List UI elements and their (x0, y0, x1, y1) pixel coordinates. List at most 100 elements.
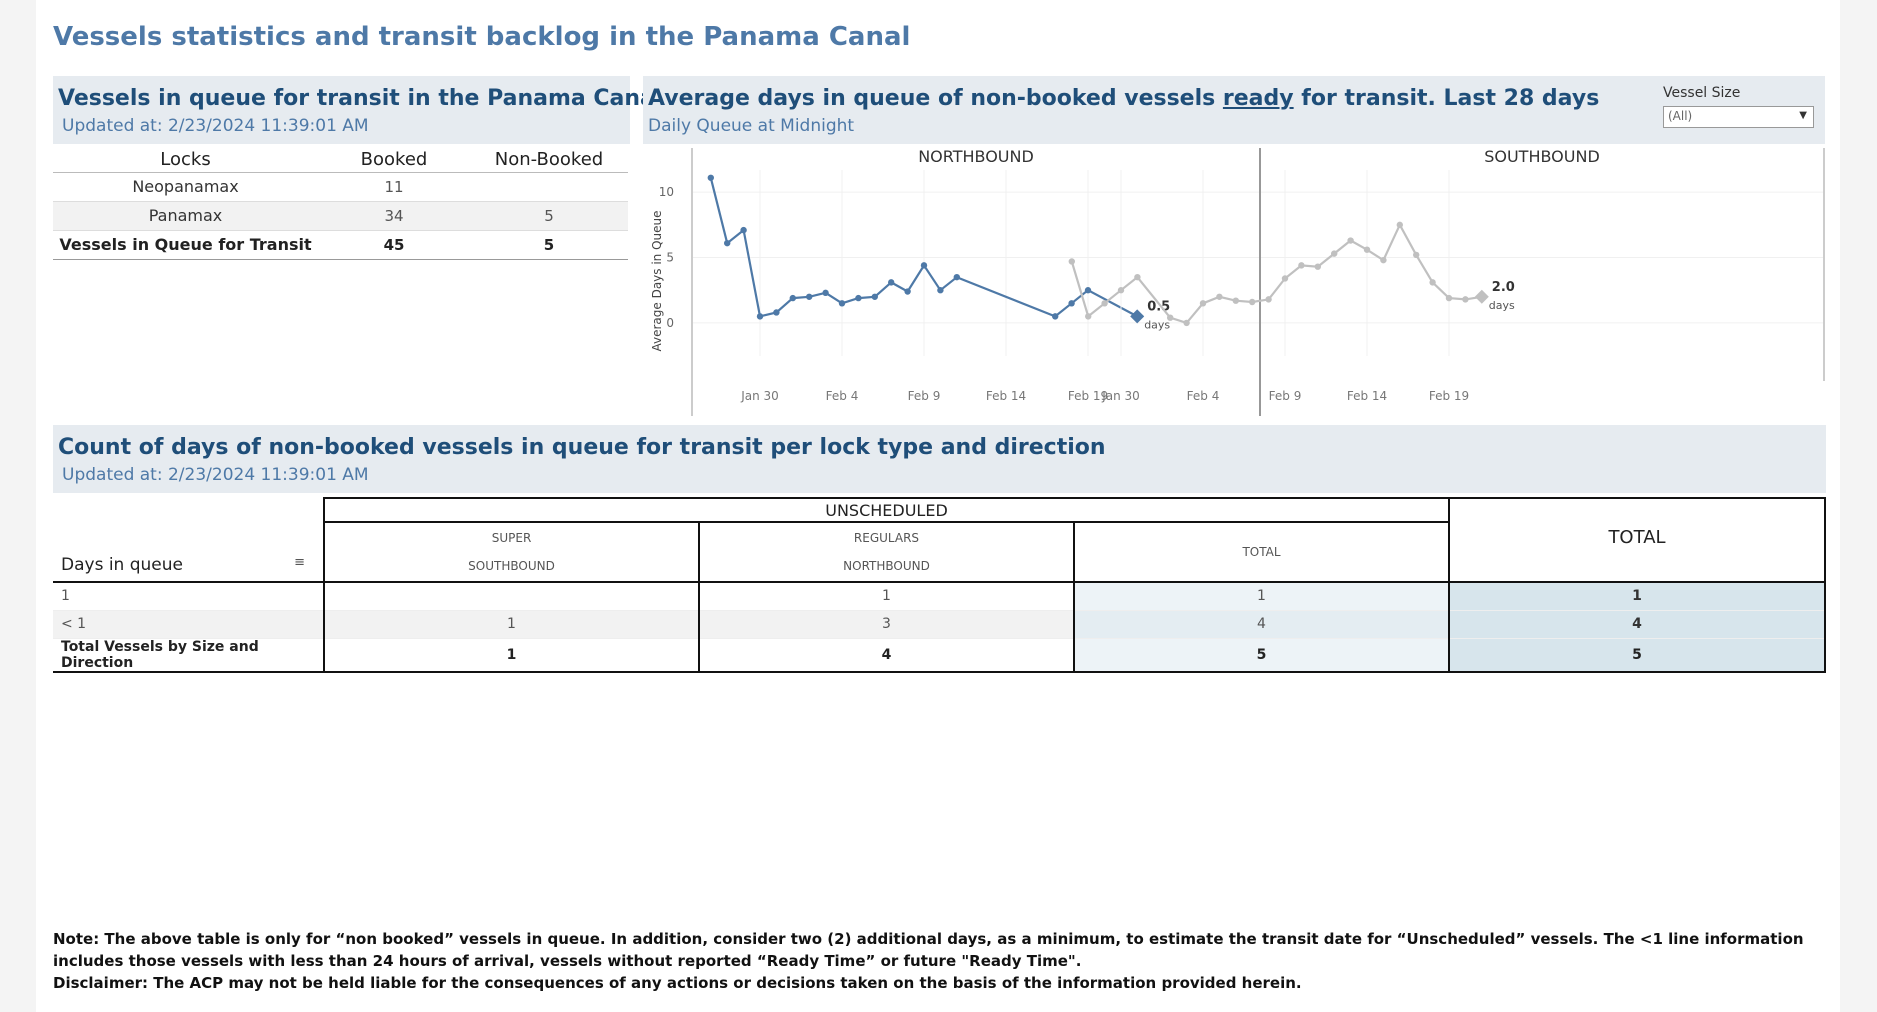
table-row-total: Vessels in Queue for Transit 45 5 (53, 230, 628, 260)
lock-name: Panamax (53, 201, 318, 231)
data-point (1445, 294, 1453, 302)
group-header-unscheduled: UNSCHEDULED (323, 497, 1449, 522)
vessel-size-dropdown[interactable]: (All) ▼ (1663, 106, 1814, 128)
x-tick-label: Feb 9 (1269, 389, 1302, 403)
subheader-unscheduled-total: TOTAL (1073, 521, 1449, 582)
avg-days-chart: 0 5 10 Average Days in Queue NORTHBOUND Jan 3… (650, 147, 1825, 416)
end-unit-label: days (1144, 318, 1170, 331)
cell-regulars-northbound: 3 (698, 609, 1074, 638)
row-label: < 1 (53, 609, 324, 638)
data-point (1052, 313, 1059, 320)
queue-panel-title: Vessels in queue for transit in the Pana… (58, 86, 663, 111)
data-point (1085, 313, 1092, 320)
data-point (1068, 300, 1075, 307)
lock-name: Vessels in Queue for Transit (53, 230, 318, 260)
page-title: Vessels statistics and transit backlog i… (53, 22, 911, 52)
col-header-booked: Booked (318, 148, 470, 173)
table-row: Neopanamax 11 (53, 172, 628, 202)
vessel-size-value: (All) (1668, 109, 1693, 123)
data-point (838, 300, 846, 307)
sort-icon[interactable]: ≡ (294, 555, 305, 570)
cell-super-southbound: 1 (323, 609, 699, 638)
data-point (1117, 287, 1125, 294)
avg-panel-subtitle: Daily Queue at Midnight (648, 116, 855, 136)
avg-panel-title: Average days in queue of non-booked vess… (648, 86, 1599, 111)
data-point (1216, 293, 1223, 300)
data-point (724, 239, 731, 247)
avg-title-suffix: for transit. Last 28 days (1293, 86, 1600, 111)
data-point (1331, 250, 1338, 257)
x-tick-label: Feb 14 (1347, 389, 1387, 403)
cell-regulars-northbound: 1 (698, 581, 1074, 610)
data-point (1101, 300, 1108, 307)
queue-panel-updated: Updated at: 2/23/2024 11:39:01 AM (62, 116, 369, 136)
count-panel-updated: Updated at: 2/23/2024 11:39:01 AM (62, 465, 369, 485)
data-point (1199, 300, 1207, 307)
cell-unscheduled-total: 1 (1073, 581, 1449, 610)
data-point (1134, 273, 1141, 281)
notes: Note: The above table is only for “non b… (53, 928, 1833, 994)
header-row-sub: Days in queue ≡ SUPER SOUTHBOUND REGULAR… (53, 508, 1826, 582)
avg-title-prefix: Average days in queue of non-booked vess… (648, 86, 1223, 111)
cell-grand-total: 4 (1448, 609, 1826, 638)
locks-table: Locks Booked Non-Booked Neopanamax 11 Pa… (53, 148, 628, 260)
data-point (1265, 296, 1272, 303)
subheader-super-southbound: SUPER SOUTHBOUND (323, 521, 699, 582)
data-point (1281, 275, 1289, 282)
data-point (871, 293, 878, 300)
data-point (1347, 237, 1354, 244)
x-tick-label: Feb 4 (826, 389, 859, 403)
x-tick-label: Jan 30 (740, 389, 779, 403)
y-tick-label: 10 (659, 185, 674, 199)
note-text: Note: The above table is only for “non b… (53, 930, 1804, 970)
data-point (855, 294, 862, 302)
x-tick-label: Feb 14 (986, 389, 1026, 403)
chart-frame (691, 148, 1825, 416)
table-row: < 1 1 3 4 4 (53, 609, 1826, 638)
data-point (953, 273, 960, 281)
data-point (920, 262, 928, 269)
lock-name: Neopanamax (53, 172, 318, 202)
data-point (707, 174, 714, 181)
data-point (1232, 297, 1239, 304)
chevron-down-icon: ▼ (1799, 110, 1807, 121)
cell-unscheduled-total: 4 (1073, 609, 1449, 638)
data-point (1380, 256, 1387, 264)
data-point (937, 287, 944, 294)
data-point (1413, 251, 1420, 259)
left-gutter (0, 0, 36, 1012)
row-label: Total Vessels by Size and Direction (53, 637, 324, 673)
data-point (1396, 221, 1403, 229)
data-point (740, 226, 747, 234)
data-point (789, 294, 796, 302)
data-point (1167, 314, 1174, 321)
end-value-label: 2.0 (1492, 280, 1515, 295)
data-point (1084, 287, 1092, 294)
y-tick-label: 0 (666, 316, 674, 330)
end-unit-label: days (1489, 299, 1515, 312)
count-panel-title: Count of days of non-booked vessels in q… (58, 435, 1106, 460)
panel-title-southbound: SOUTHBOUND (1484, 147, 1600, 166)
non-booked-value: 5 (470, 201, 628, 231)
cell-super-southbound (323, 581, 699, 610)
x-tick-label: Feb 4 (1187, 389, 1220, 403)
table-row: 1 1 1 1 (53, 581, 1826, 610)
data-point (756, 313, 764, 320)
disclaimer-text: Disclaimer: The ACP may not be held liab… (53, 974, 1302, 992)
x-tick-label: Feb 19 (1429, 389, 1469, 403)
x-tick-label: Feb 9 (908, 389, 941, 403)
x-tick-label: Feb 19 (1068, 389, 1108, 403)
avg-panel-header (643, 76, 1825, 144)
data-point-last (1130, 309, 1145, 324)
subheader-bottom: NORTHBOUND (843, 559, 930, 573)
booked-value: 11 (318, 172, 470, 202)
panel-title-northbound: NORTHBOUND (918, 147, 1034, 166)
days-in-queue-header: Days in queue (61, 555, 183, 575)
table-row: Panamax 34 5 (53, 201, 628, 231)
data-point (1462, 296, 1469, 303)
queue-panel-header (53, 76, 630, 144)
booked-value: 45 (318, 230, 470, 260)
x-tick-label: Jan 30 (1101, 389, 1140, 403)
data-point (1249, 298, 1256, 306)
data-point (1314, 263, 1321, 270)
